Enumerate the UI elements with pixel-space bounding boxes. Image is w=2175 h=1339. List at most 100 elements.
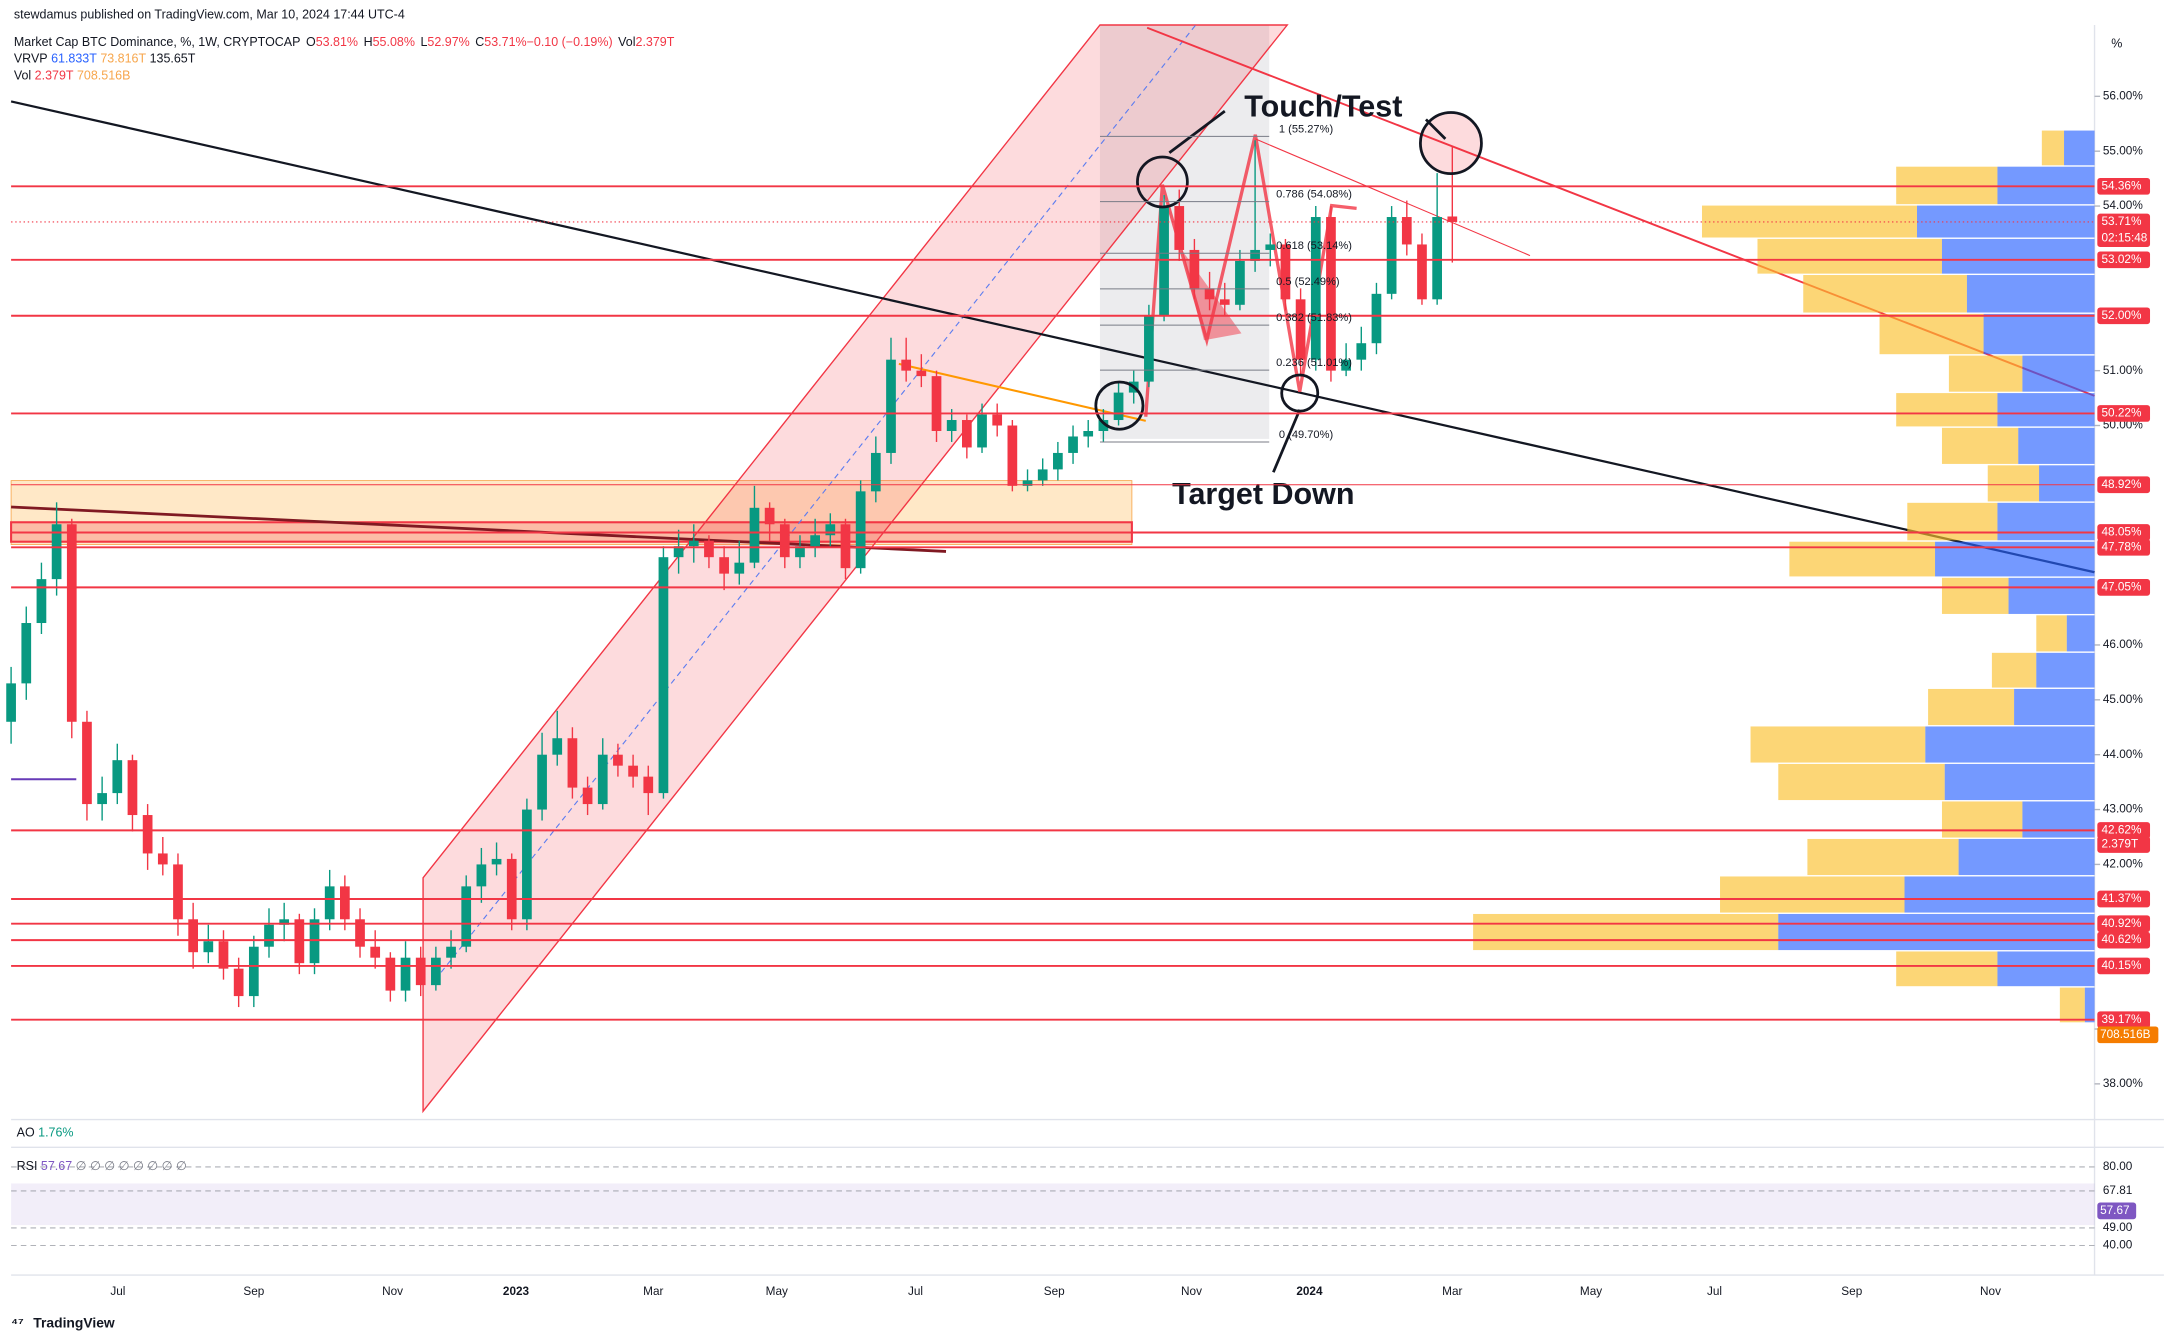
candle-body (66, 524, 77, 722)
level-tag (2097, 405, 2151, 422)
rsi-tick-label: 67.81 (2103, 1184, 2132, 1197)
last-price-tag (2097, 213, 2151, 247)
candle-body (264, 924, 274, 947)
candle-body (1053, 452, 1063, 470)
candle-body (294, 919, 305, 964)
candle-body (1280, 244, 1291, 300)
candle-body (1401, 217, 1412, 245)
candle-body (870, 452, 881, 492)
candle-body (188, 919, 199, 953)
publisher: stewdamus published on TradingView.com, … (14, 8, 405, 22)
candle-body (415, 957, 426, 986)
indicator-name: VRVP (14, 52, 48, 66)
indicator-value: 2.379T (35, 69, 74, 83)
candle-body (673, 546, 684, 558)
candle-body (886, 359, 896, 453)
candle-body (901, 359, 912, 371)
candle-body (82, 721, 92, 805)
y-tick-label: 56.00% (2103, 89, 2143, 102)
level-tag (2097, 915, 2151, 933)
ao-legend: AO 1.76% (17, 1126, 74, 1140)
candle-body (916, 370, 927, 377)
profile-up (1991, 652, 2037, 688)
level-label: 54.36% (2101, 179, 2141, 192)
candle-body (1265, 244, 1276, 250)
x-tick-label: Jul (110, 1285, 125, 1298)
title: Market Cap BTC Dominance, %, 1W, CRYPTOC… (14, 35, 301, 49)
profile-down (1997, 393, 2095, 427)
profile-up (1907, 502, 1998, 541)
profile-up (1879, 313, 1984, 355)
profile-up (1473, 913, 1779, 951)
x-tick-label: Mar (643, 1285, 663, 1298)
candle-body (127, 760, 138, 816)
profile-up (1941, 427, 2019, 464)
candle-body (476, 864, 487, 887)
candle-body (810, 535, 820, 547)
level-tag (2097, 524, 2151, 541)
profile-up (1803, 275, 1967, 313)
candle-body (1432, 217, 1442, 300)
profile-down (2022, 355, 2095, 392)
x-tick-label: May (766, 1285, 788, 1298)
candle-body (749, 507, 760, 563)
candle-body (6, 683, 16, 722)
rsi-tick-label: 49.00 (2103, 1221, 2133, 1234)
rising-channel (422, 24, 1289, 1114)
profile-down (1983, 313, 2095, 355)
profile-down (2064, 130, 2095, 166)
profile-up (1778, 763, 1945, 801)
indicator-value: 1.76% (38, 1126, 73, 1140)
profile-down (1944, 763, 2095, 801)
level-tag (2097, 579, 2151, 596)
candle-body (961, 420, 972, 448)
vol-legend: Vol 2.379T 708.516B (14, 69, 131, 83)
x-tick-label: 2024 (1296, 1285, 1323, 1298)
candle-body (1310, 217, 1321, 360)
profile-up (1941, 577, 2009, 614)
candle-body (370, 946, 381, 958)
trend-line-dark (11, 505, 947, 553)
fib-label: 0.5 (52.49%) (1276, 276, 1339, 288)
candle-body (1417, 244, 1427, 300)
candle-body (734, 562, 745, 574)
candle-body (1068, 436, 1078, 453)
candle-body (506, 858, 517, 920)
y-tick-label: 54.00% (2103, 199, 2143, 212)
channel-mid (440, 24, 1197, 973)
level-label: 47.78% (2101, 540, 2141, 553)
rsi-value-tag (2097, 1202, 2137, 1220)
legend-value: 55.08% (373, 35, 415, 49)
rsi-legend: RSI 57.67 ∅ ∅ ∅ ∅ ∅ ∅ ∅ ∅ (17, 1159, 187, 1173)
candle-body (931, 376, 942, 431)
y-tick-label: 38.00% (2103, 1077, 2143, 1090)
candle-body (1326, 217, 1336, 371)
candle-body (51, 524, 62, 580)
x-tick-label: Nov (1181, 1285, 1202, 1298)
volume-label: 708.516B (2100, 1028, 2151, 1041)
candle-body (431, 957, 441, 986)
level-tag (2097, 177, 2151, 195)
candle-body (248, 946, 259, 997)
level-tag (2097, 307, 2151, 325)
candle-body (1371, 293, 1382, 344)
y-tick-label: 44.00% (2103, 748, 2143, 761)
level-label: 50.22% (2101, 407, 2141, 420)
volume-tag (2097, 836, 2151, 853)
profile-down (2066, 615, 2095, 652)
x-tick-label: May (1580, 1285, 1602, 1298)
profile-down (2036, 652, 2095, 688)
brand-logo: ⁴⁷ (11, 1314, 24, 1330)
brand: TradingView (33, 1314, 115, 1330)
legend-value: 52.97% (427, 35, 469, 49)
candle-body (658, 557, 669, 794)
countdown: 02:15:48 (2101, 232, 2147, 245)
candle-body (142, 815, 153, 854)
candle-body (840, 524, 851, 569)
x-tick-label: 2023 (503, 1285, 530, 1298)
legend-key: O (306, 35, 316, 49)
level-tag (2097, 476, 2151, 494)
candle-body (552, 738, 563, 755)
